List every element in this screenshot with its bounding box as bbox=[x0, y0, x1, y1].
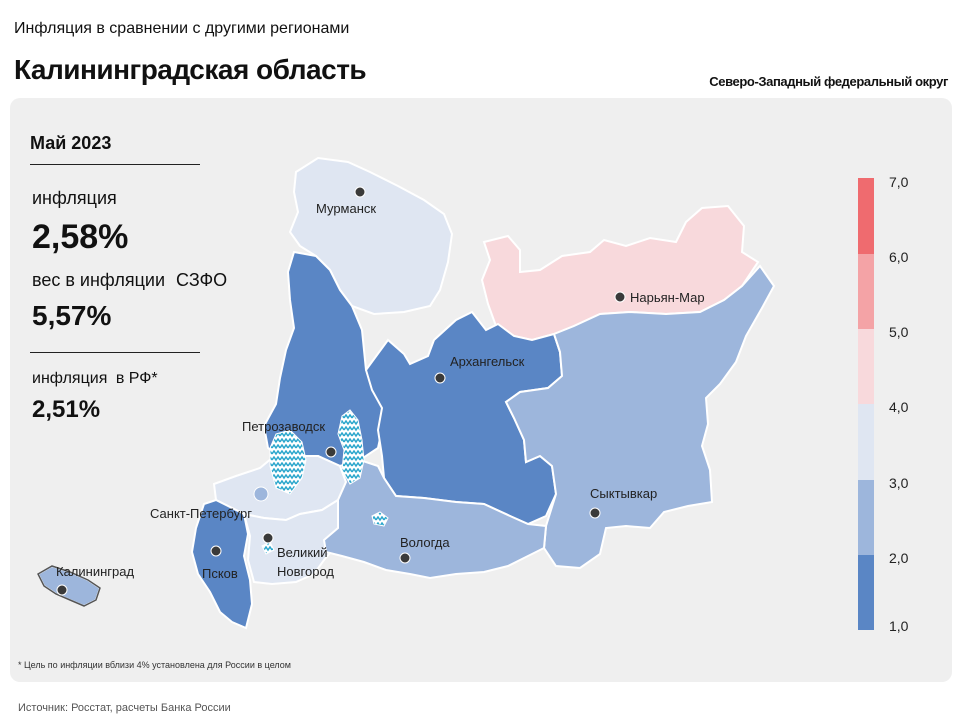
lake-beloye bbox=[371, 511, 389, 527]
color-legend: 7,0 6,0 5,0 4,0 3,0 2,0 1,0 bbox=[858, 174, 909, 634]
legend-swatch-2-3 bbox=[858, 480, 874, 555]
page-subtitle: Инфляция в сравнении с другими регионами bbox=[14, 20, 350, 37]
inflation-value: 2,58% bbox=[32, 218, 129, 256]
legend-swatch-3-4 bbox=[858, 404, 874, 480]
city-marker-spb bbox=[253, 486, 269, 502]
city-marker-petrozavodsk bbox=[325, 446, 337, 458]
page-title: Калининградская область bbox=[14, 54, 367, 85]
weight-label: вес в инфляции СЗФО bbox=[32, 270, 227, 291]
city-label-naryan-mar: Нарьян-Мар bbox=[630, 290, 705, 305]
divider-bottom bbox=[30, 352, 200, 353]
city-marker-murmansk bbox=[354, 186, 366, 198]
weight-value: 5,57% bbox=[32, 300, 112, 331]
city-label-vnovgorod-line1: Великий bbox=[277, 545, 328, 560]
period-label: Май 2023 bbox=[30, 133, 112, 153]
city-label-murmansk: Мурманск bbox=[316, 201, 376, 216]
region-murmansk bbox=[288, 156, 454, 316]
city-label-pskov: Псков bbox=[202, 566, 238, 581]
region-komi bbox=[504, 264, 776, 570]
weight-label-text: вес в инфляции bbox=[32, 270, 166, 290]
city-label-vnovgorod-line2: Новгород bbox=[277, 564, 334, 579]
region-vologda bbox=[322, 458, 548, 580]
legend-tick-1: 1,0 bbox=[889, 618, 909, 634]
divider-top bbox=[30, 164, 200, 165]
lake-onega bbox=[337, 409, 365, 485]
legend-swatch-4-5 bbox=[858, 329, 874, 404]
city-marker-syktyvkar bbox=[589, 507, 601, 519]
legend-tick-3: 3,0 bbox=[889, 475, 909, 491]
legend-swatch-5-6 bbox=[858, 254, 874, 329]
city-label-vologda: Вологда bbox=[400, 535, 450, 550]
city-label-kaliningrad: Калининград bbox=[56, 564, 134, 579]
city-label-spb: Санкт-Петербург bbox=[150, 506, 252, 521]
region-pskov bbox=[190, 498, 254, 630]
weight-label-suffix: СЗФО bbox=[176, 270, 228, 290]
legend-tick-4: 4,0 bbox=[889, 399, 909, 415]
rf-value: 2,51% bbox=[32, 396, 101, 423]
legend-tick-7: 7,0 bbox=[889, 174, 909, 190]
rf-label-suffix: в РФ* bbox=[115, 370, 158, 387]
legend-tick-2: 2,0 bbox=[889, 550, 909, 566]
city-marker-vologda bbox=[399, 552, 411, 564]
legend-tick-5: 5,0 bbox=[889, 324, 909, 340]
rf-label: инфляция в РФ* bbox=[32, 370, 158, 388]
region-kaliningrad-highlight bbox=[37, 565, 101, 607]
rf-label-text: инфляция bbox=[32, 370, 108, 387]
city-marker-naryan-mar bbox=[614, 291, 626, 303]
inflation-label: инфляция bbox=[32, 188, 117, 208]
legend-swatch-6-7 bbox=[858, 178, 874, 254]
city-marker-vnovgorod bbox=[262, 532, 274, 544]
lake-ladoga bbox=[269, 429, 307, 495]
city-label-petrozavodsk: Петрозаводск bbox=[242, 419, 325, 434]
city-label-syktyvkar: Сыктывкар bbox=[590, 486, 657, 501]
footnote: * Цель по инфляции вблизи 4% установлена… bbox=[18, 660, 291, 670]
district-label: Северо-Западный федеральный округ bbox=[709, 74, 948, 89]
source-note: Источник: Росстат, расчеты Банка России bbox=[18, 702, 231, 714]
legend-tick-6: 6,0 bbox=[889, 249, 909, 265]
city-marker-arkhangelsk bbox=[434, 372, 446, 384]
city-label-arkhangelsk: Архангельск bbox=[450, 354, 525, 369]
legend-swatch-1-2 bbox=[858, 555, 874, 630]
city-marker-kaliningrad bbox=[56, 584, 68, 596]
city-marker-pskov bbox=[210, 545, 222, 557]
